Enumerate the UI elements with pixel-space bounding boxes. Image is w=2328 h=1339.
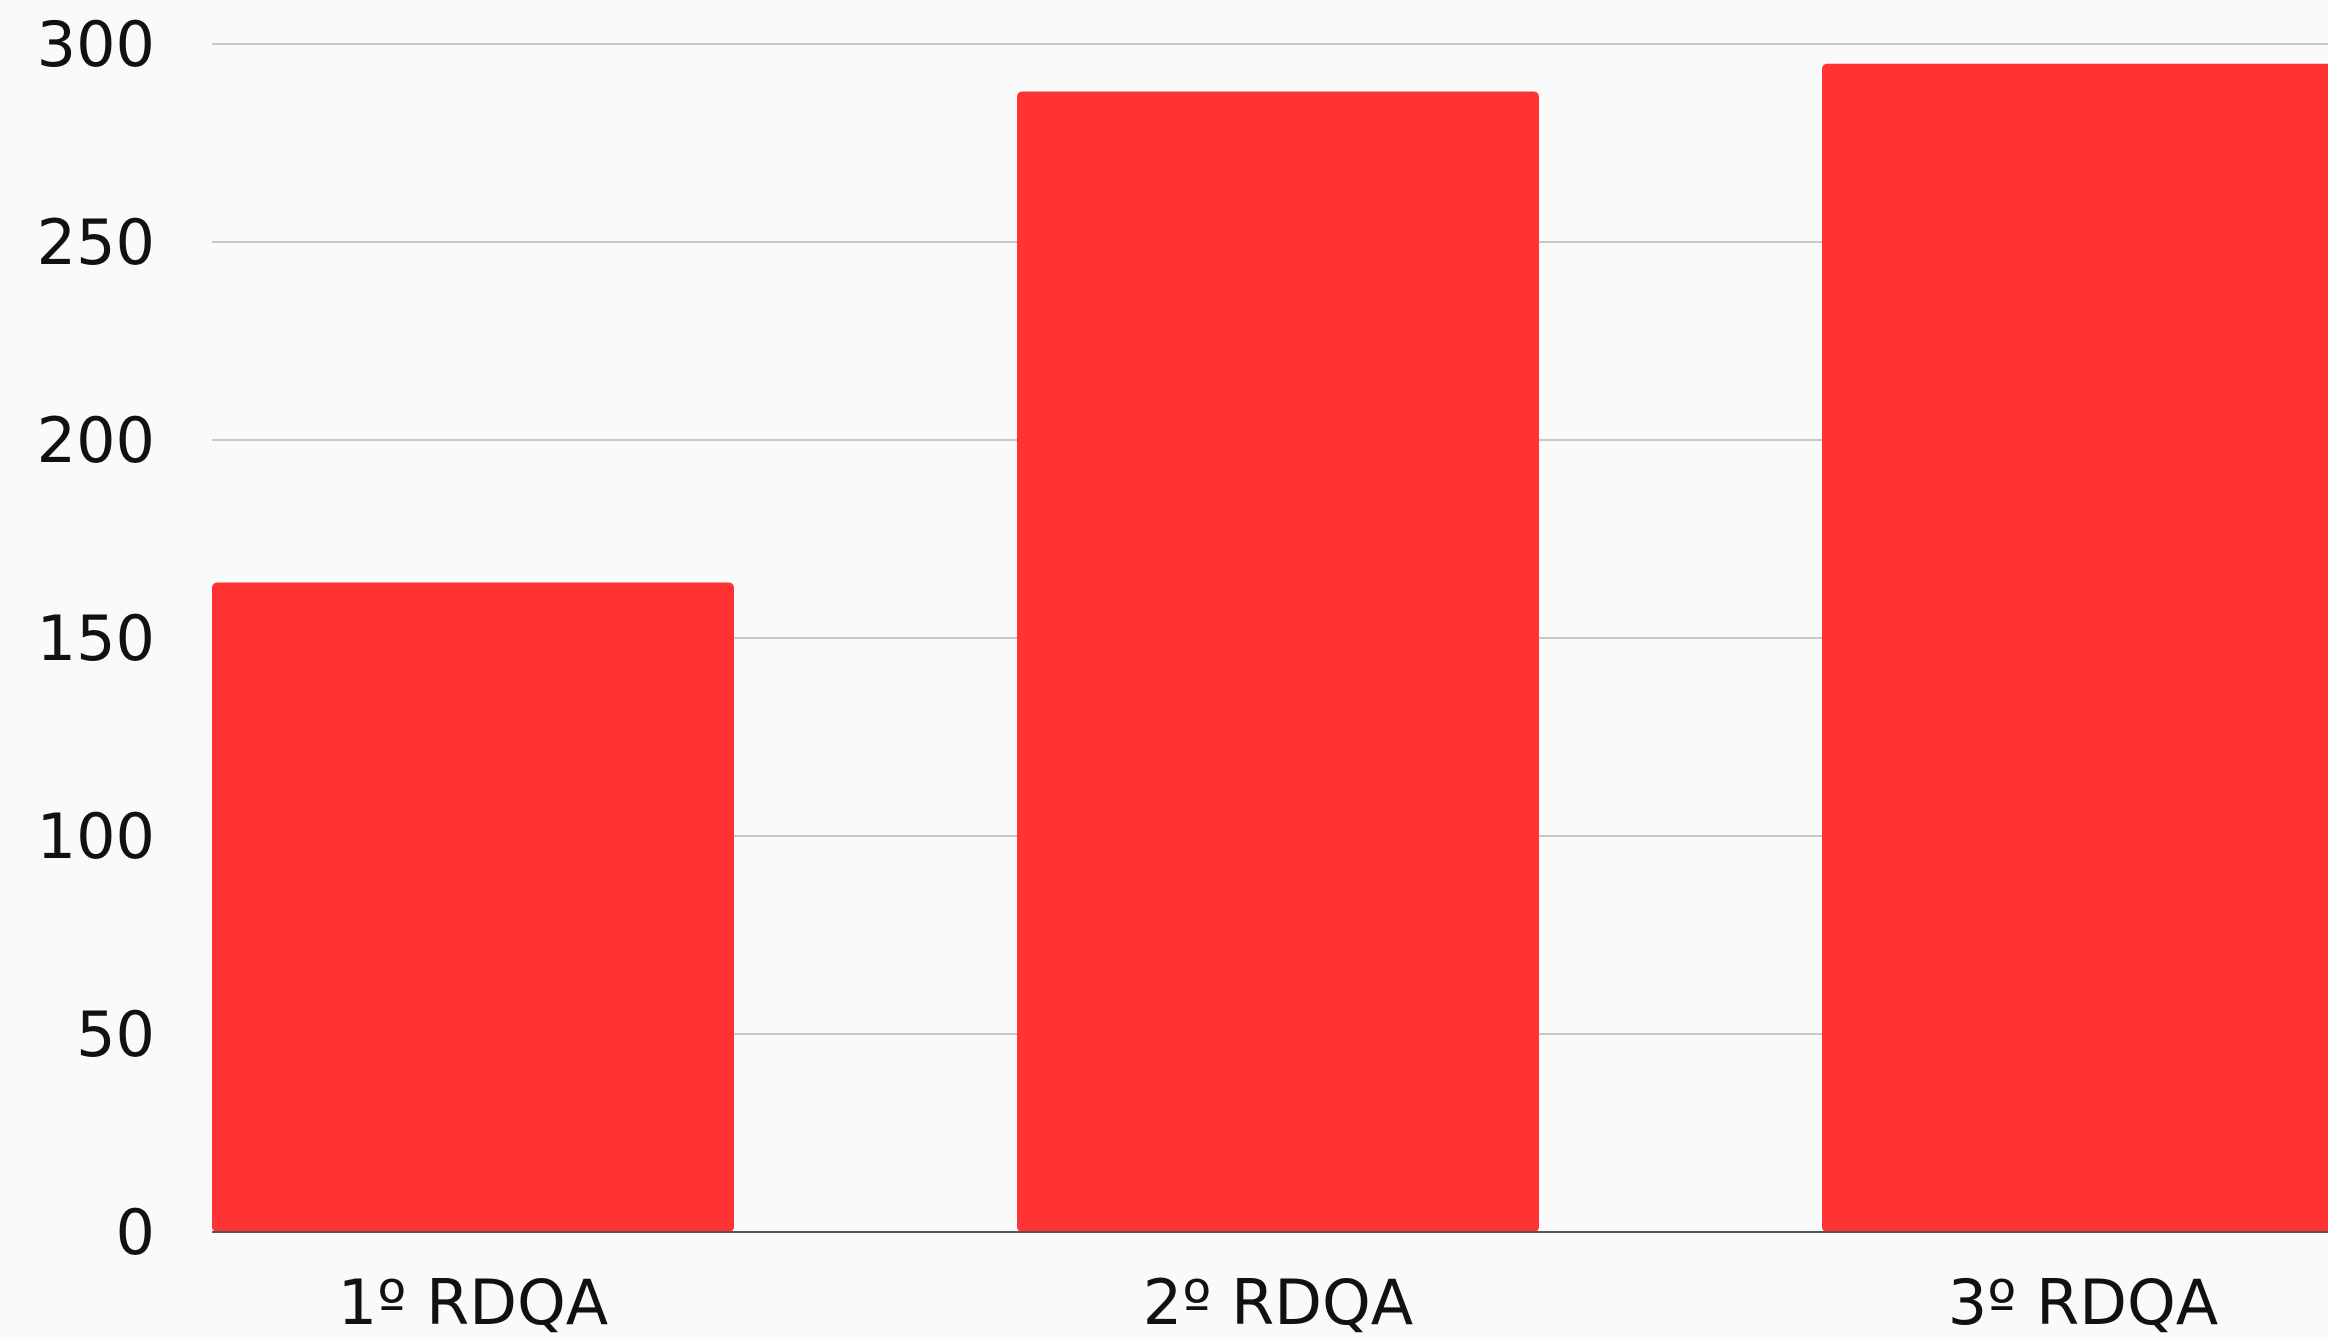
y-tick-label: 200 [37,404,155,477]
x-tick-label: 2º RDQA [1143,1266,1413,1335]
y-tick-label: 300 [37,8,155,81]
x-axis-tick-labels: 1º RDQA 2º RDQA 3º RDQA [338,1266,2218,1339]
x-tick-label: 1º RDQA [338,1266,608,1335]
x-tick-label: 3º RDQA [1948,1266,2218,1335]
y-tick-label: 100 [37,800,155,873]
bar-1 [212,582,734,1232]
bar-2 [1017,91,1539,1232]
bars [212,63,2328,1232]
y-tick-label: 0 [116,1196,155,1269]
y-axis-tick-labels: 0 50 100 150 200 250 300 [37,8,155,1269]
y-tick-label: 250 [37,206,155,279]
y-tick-label: 50 [76,998,155,1071]
bar-3 [1822,63,2328,1232]
y-tick-label: 150 [37,602,155,675]
